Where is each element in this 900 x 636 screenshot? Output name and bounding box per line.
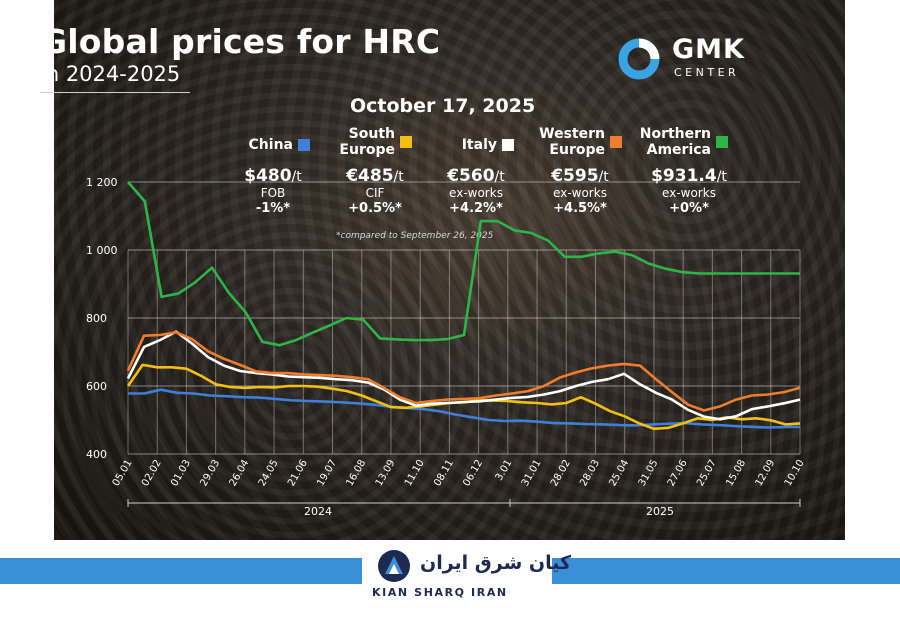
price-basis: CIF — [365, 186, 385, 200]
legend-swatch — [502, 138, 514, 151]
price-block-south-europe: €485/t CIF +0.5%* — [320, 166, 430, 217]
legend-northern-america: Northern America — [636, 126, 728, 158]
x-tick-label: 01.03 — [169, 458, 193, 488]
price-basis: ex-works — [662, 186, 716, 200]
x-tick-label: 25.04 — [607, 458, 631, 488]
x-tick-label: 13.09 — [374, 458, 398, 488]
legend-swatch — [400, 136, 412, 148]
chart-background-panel — [54, 0, 845, 540]
y-tick-label: 400 — [86, 448, 107, 461]
footer-bar-left — [0, 558, 362, 584]
logo-name: GMK — [672, 34, 745, 65]
subtitle-underline — [40, 92, 190, 93]
price-block-italy: €560/t ex-works +4.2%* — [421, 166, 531, 217]
price-block-northern-america: $931.4/t ex-works +0%* — [634, 166, 744, 217]
x-tick-label: 08.11 — [432, 458, 456, 488]
x-tick-label: 10.10 — [783, 458, 807, 488]
x-tick-label: 11.10 — [403, 458, 427, 488]
gmk-logo-icon — [618, 38, 660, 80]
comparison-note: *compared to September 26, 2025 — [336, 231, 494, 241]
x-tick-label: 31.01 — [520, 458, 544, 488]
year-label: 2025 — [646, 505, 674, 518]
kian-sharq-logo-icon — [378, 550, 410, 582]
price-value: $931.4 — [651, 166, 717, 186]
price-value: €595 — [551, 166, 599, 186]
legend-western-europe: Western Europe — [530, 126, 622, 158]
y-tick-label: 600 — [86, 380, 107, 393]
price-unit: /t — [598, 169, 609, 185]
x-tick-label: 21.06 — [286, 458, 310, 488]
price-basis: ex-works — [553, 186, 607, 200]
year-label: 2024 — [304, 505, 332, 518]
legend-label: Italy — [461, 136, 497, 153]
x-tick-label: 05.01 — [111, 458, 135, 488]
price-value: €485 — [346, 166, 394, 186]
footer-bar-right — [552, 558, 900, 584]
y-tick-label: 800 — [86, 312, 107, 325]
x-tick-label: 3.01 — [494, 458, 515, 483]
x-tick-label: 24.05 — [257, 458, 281, 488]
x-tick-label: 06.12 — [461, 458, 485, 488]
series-line-china — [128, 388, 801, 429]
x-tick-label: 16.08 — [344, 458, 368, 488]
legend-label: Northern America — [639, 126, 711, 158]
price-unit: /t — [716, 169, 727, 185]
price-change: +0%* — [669, 201, 709, 216]
price-block-western-europe: €595/t ex-works +4.5%* — [525, 166, 635, 217]
x-tick-label: 12.09 — [754, 458, 778, 488]
x-tick-label: 31.05 — [637, 458, 661, 488]
price-value: €560 — [447, 166, 495, 186]
price-change: +0.5%* — [348, 201, 402, 216]
x-tick-label: 27.06 — [666, 458, 690, 488]
chart-title: Global prices for HRC — [40, 22, 441, 61]
x-tick-label: 26.04 — [228, 458, 252, 488]
x-tick-label: 28.02 — [549, 458, 573, 488]
price-unit: /t — [393, 169, 404, 185]
chart-subtitle: in 2024-2025 — [40, 62, 181, 86]
y-tick-label: 1 000 — [86, 244, 118, 257]
x-tick-label: 28.03 — [578, 458, 602, 488]
x-tick-label: 29.03 — [198, 458, 222, 488]
legend-china: China — [234, 134, 310, 153]
legend-south-europe: South Europe — [330, 126, 412, 158]
brand-name-persian: کیان شرق ایران — [420, 552, 572, 574]
legend-label: Western Europe — [539, 126, 605, 158]
price-value: $480 — [244, 166, 292, 186]
price-block-china: $480/t FOB -1%* — [218, 166, 328, 217]
legend-italy: Italy — [444, 134, 514, 153]
price-unit: /t — [494, 169, 505, 185]
x-tick-label: 02.02 — [140, 458, 164, 488]
x-tick-label: 19.07 — [315, 458, 339, 488]
brand-name-english: KIAN SHARQ IRAN — [372, 586, 508, 599]
y-tick-label: 1 200 — [86, 176, 118, 189]
series-line-northern-america — [127, 181, 800, 347]
price-unit: /t — [291, 169, 302, 185]
logo-tagline: CENTER — [674, 66, 740, 79]
x-tick-label: 25.07 — [695, 458, 719, 488]
price-basis: FOB — [260, 186, 286, 200]
price-change: -1%* — [255, 201, 291, 216]
legend-swatch — [610, 136, 622, 148]
legend-label: China — [248, 136, 293, 153]
series-line-italy — [126, 330, 801, 421]
price-change: +4.5%* — [553, 201, 607, 216]
x-tick-label: 15.08 — [724, 458, 748, 488]
report-date: October 17, 2025 — [350, 95, 536, 117]
price-change: +4.2%* — [449, 201, 503, 216]
price-basis: ex-works — [449, 186, 503, 200]
series-line-western-europe — [126, 330, 801, 412]
legend-swatch — [298, 138, 310, 151]
legend-swatch — [716, 136, 728, 148]
legend-label: South Europe — [339, 126, 395, 158]
